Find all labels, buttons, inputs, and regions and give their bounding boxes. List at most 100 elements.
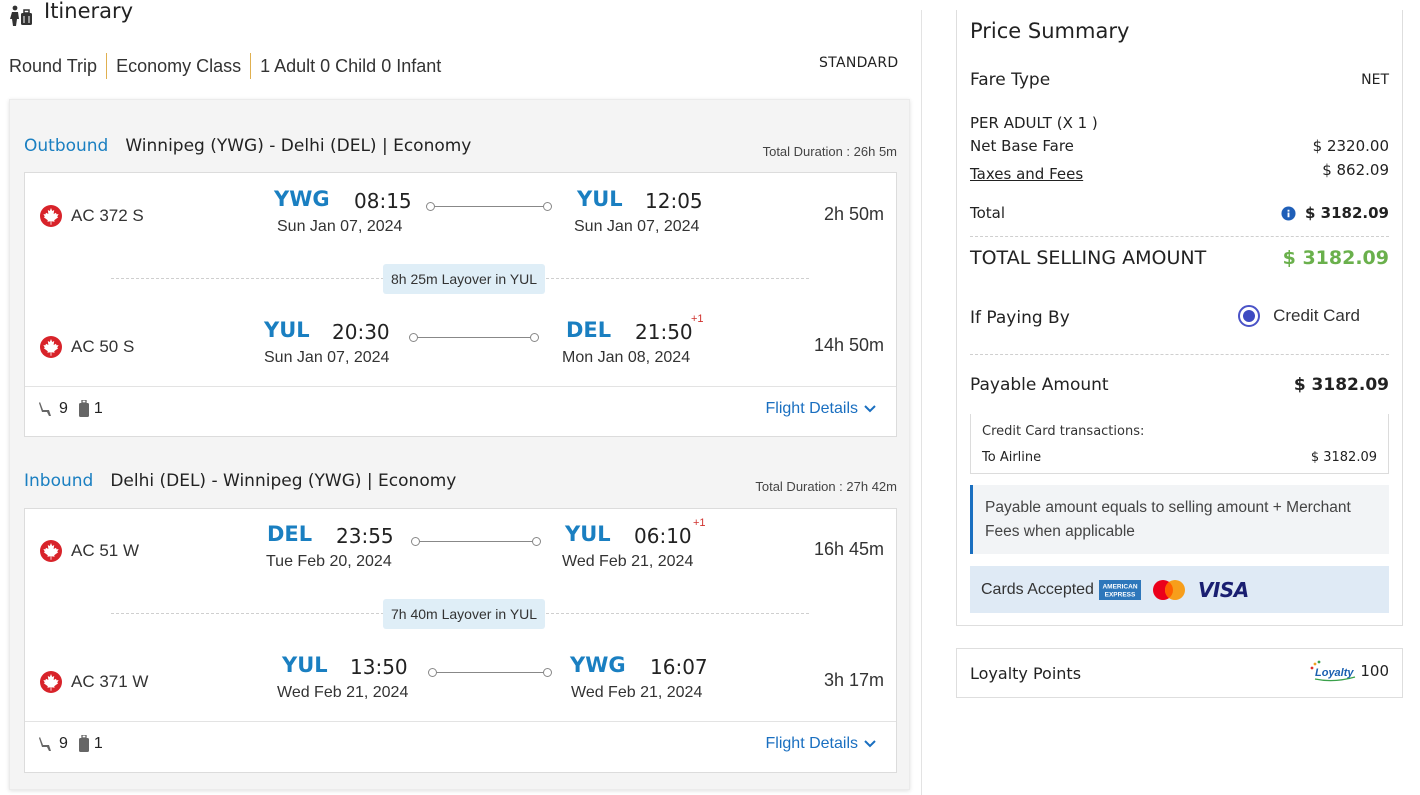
arrival-date: Sun Jan 07, 2024 bbox=[574, 218, 700, 235]
inbound-label: Inbound bbox=[24, 471, 94, 491]
next-day-indicator: +1 bbox=[691, 313, 704, 325]
cc-to-value: $ 3182.09 bbox=[1310, 450, 1377, 465]
net-base-fare-label: Net Base Fare bbox=[970, 137, 1074, 155]
seat-icon bbox=[39, 402, 51, 416]
itinerary-header: Itinerary bbox=[8, 0, 133, 32]
payable-label: Payable Amount bbox=[970, 375, 1109, 395]
airline: AC 372 S bbox=[39, 204, 144, 228]
fare-type-value: NET bbox=[1361, 72, 1389, 88]
info-icon[interactable] bbox=[1281, 205, 1296, 221]
air-canada-maple-leaf-icon bbox=[40, 671, 62, 693]
leg-duration: 3h 17m bbox=[823, 670, 884, 690]
paying-by-row: If Paying By Credit Card bbox=[970, 305, 1389, 328]
departure-date: Sun Jan 07, 2024 bbox=[264, 349, 390, 366]
leg-duration: 14h 50m bbox=[813, 335, 884, 355]
inbound-card-footer: 9 1 Flight Details bbox=[25, 721, 896, 771]
fare-type-label: Fare Type bbox=[970, 70, 1051, 90]
flight-details-link[interactable]: Flight Details bbox=[766, 400, 876, 418]
credit-card-option[interactable]: Credit Card bbox=[1238, 305, 1360, 327]
mastercard-logo bbox=[1152, 579, 1185, 600]
departure-code: YUL bbox=[264, 318, 310, 342]
arrival-code: YWG bbox=[570, 653, 626, 677]
cc-row: To Airline $ 3182.09 bbox=[982, 450, 1377, 465]
taxes-row: Taxes and Fees $ 862.09 bbox=[970, 161, 1389, 183]
flight-details-link[interactable]: Flight Details bbox=[766, 735, 876, 753]
seat-count: 9 bbox=[59, 735, 68, 752]
arrival-time: 12:05 bbox=[645, 189, 703, 213]
airline: AC 50 S bbox=[39, 335, 134, 359]
arrival-code: YUL bbox=[577, 187, 623, 211]
departure-code: YWG bbox=[274, 187, 330, 211]
svg-text:AMERICAN: AMERICAN bbox=[1102, 583, 1137, 590]
total-selling-row: TOTAL SELLING AMOUNT $ 3182.09 bbox=[970, 247, 1389, 269]
outbound-label: Outbound bbox=[24, 136, 109, 156]
total-value: $ 3182.09 bbox=[1305, 204, 1389, 222]
loyalty-logo: Loyalty bbox=[1310, 660, 1356, 682]
outbound-leg-1: AC 372 S YWG 08:15 Sun Jan 07, 2024 YUL … bbox=[25, 187, 896, 247]
arrival-date: Wed Feb 21, 2024 bbox=[562, 553, 694, 570]
inbound-route: Delhi (DEL) - Winnipeg (YWG) | Economy bbox=[110, 471, 457, 491]
departure-date: Sun Jan 07, 2024 bbox=[277, 218, 403, 235]
credit-card-radio[interactable] bbox=[1238, 305, 1261, 327]
inbound-layover: 7h 40m Layover in YUL bbox=[111, 599, 809, 629]
merchant-fee-note: Payable amount equals to selling amount … bbox=[970, 485, 1389, 554]
airline: AC 371 W bbox=[39, 670, 148, 694]
arrival-date: Wed Feb 21, 2024 bbox=[571, 684, 703, 701]
cc-title: Credit Card transactions: bbox=[982, 424, 1145, 439]
flight-number: AC 372 S bbox=[71, 206, 144, 225]
payable-row: Payable Amount $ 3182.09 bbox=[970, 375, 1389, 395]
seat-count: 9 bbox=[59, 400, 68, 417]
arrival-code: DEL bbox=[566, 318, 612, 342]
cards-accepted: Cards Accepted AMERICAN EXPRESS VISA bbox=[970, 566, 1389, 613]
route-line bbox=[409, 333, 539, 343]
price-summary-card: Price Summary Fare Type NET PER ADULT (X… bbox=[956, 10, 1403, 626]
inbound-leg-2: AC 371 W YUL 13:50 Wed Feb 21, 2024 YWG … bbox=[25, 653, 896, 713]
passenger-count: 1 Adult 0 Child 0 Infant bbox=[250, 53, 450, 79]
chevron-down-icon bbox=[864, 405, 876, 413]
departure-time: 13:50 bbox=[350, 655, 408, 679]
taxes-fees-link[interactable]: Taxes and Fees bbox=[970, 165, 1084, 183]
baggage-icon bbox=[78, 735, 89, 752]
loyalty-value: 100 bbox=[1360, 662, 1389, 680]
cabin-class: Economy Class bbox=[106, 53, 250, 79]
flight-details-label: Flight Details bbox=[765, 400, 858, 417]
amex-logo: AMERICAN EXPRESS bbox=[1098, 579, 1141, 600]
column-divider bbox=[921, 10, 922, 795]
svg-text:EXPRESS: EXPRESS bbox=[1105, 591, 1136, 598]
arrival-time: 16:07 bbox=[650, 655, 708, 679]
trip-type: Round Trip bbox=[9, 56, 98, 76]
departure-date: Tue Feb 20, 2024 bbox=[266, 553, 392, 570]
total-selling-label: TOTAL SELLING AMOUNT bbox=[970, 247, 1207, 269]
layover-badge: 7h 40m Layover in YUL bbox=[383, 599, 546, 629]
trip-meta: Round Trip Economy Class 1 Adult 0 Child… bbox=[9, 53, 450, 79]
inbound-card: AC 51 W DEL 23:55 Tue Feb 20, 2024 YUL 0… bbox=[24, 508, 897, 773]
price-summary-title: Price Summary bbox=[970, 19, 1130, 43]
route-line bbox=[428, 668, 552, 678]
chevron-down-icon bbox=[864, 740, 876, 748]
departure-date: Wed Feb 21, 2024 bbox=[277, 684, 409, 701]
airline: AC 51 W bbox=[39, 539, 139, 563]
outbound-card: AC 372 S YWG 08:15 Sun Jan 07, 2024 YUL … bbox=[24, 172, 897, 437]
outbound-header: Outbound Winnipeg (YWG) - Delhi (DEL) | … bbox=[24, 136, 471, 156]
seat-icon bbox=[39, 737, 51, 751]
per-adult-label: PER ADULT (X 1 ) bbox=[970, 114, 1098, 132]
next-day-indicator: +1 bbox=[693, 517, 706, 529]
cards-accepted-label: Cards Accepted bbox=[981, 580, 1094, 598]
bag-count: 1 bbox=[93, 400, 103, 417]
departure-time: 20:30 bbox=[332, 320, 390, 344]
svg-text:Loyalty: Loyalty bbox=[1315, 667, 1354, 679]
loyalty-points-card: Loyalty Points Loyalty 100 bbox=[956, 648, 1403, 698]
air-canada-maple-leaf-icon bbox=[40, 336, 62, 358]
per-adult-row: PER ADULT (X 1 ) bbox=[970, 114, 1389, 132]
arrival-time: 06:10 bbox=[634, 524, 692, 548]
bag-count: 1 bbox=[93, 735, 103, 752]
baggage-icon bbox=[78, 400, 89, 417]
route-line bbox=[426, 202, 552, 212]
inbound-total-duration: Total Duration : 27h 42m bbox=[755, 479, 897, 494]
arrival-code: YUL bbox=[565, 522, 611, 546]
outbound-total-duration: Total Duration : 26h 5m bbox=[762, 144, 897, 159]
payable-value: $ 3182.09 bbox=[1293, 375, 1389, 395]
amenities: 9 1 bbox=[37, 400, 103, 418]
loyalty-value-group: Loyalty 100 bbox=[1309, 659, 1389, 683]
layover-badge: 8h 25m Layover in YUL bbox=[383, 264, 546, 294]
